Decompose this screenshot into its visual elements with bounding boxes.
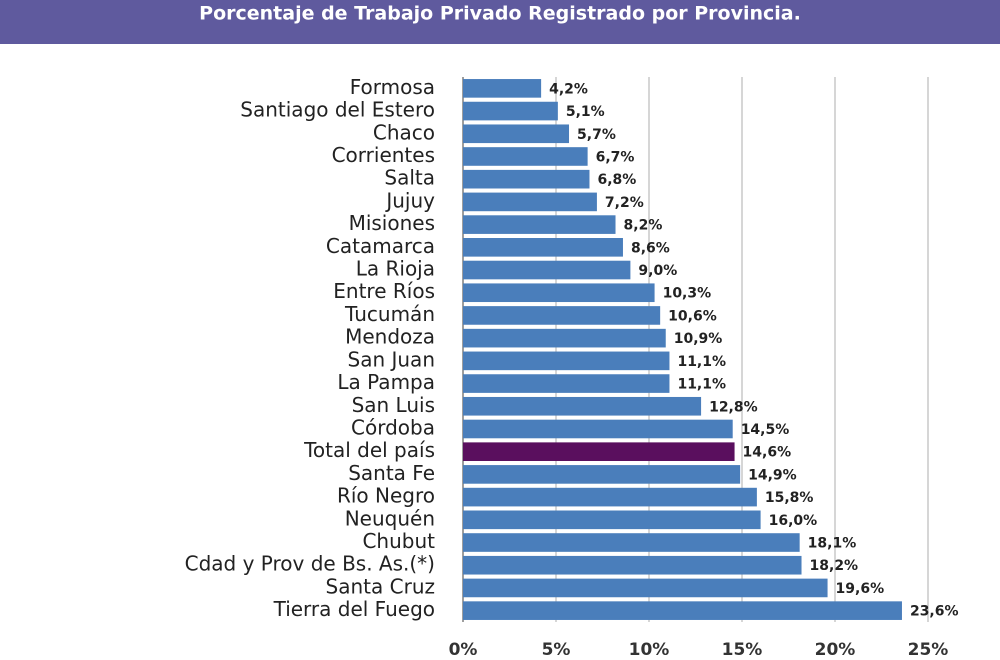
bar bbox=[463, 555, 802, 575]
bar bbox=[463, 283, 655, 303]
y-tick-label: Formosa bbox=[350, 75, 435, 99]
value-label: 12,8% bbox=[709, 399, 758, 415]
y-tick-label: Neuquén bbox=[345, 506, 435, 530]
bar bbox=[463, 465, 741, 484]
x-tick-label: 25% bbox=[908, 640, 949, 660]
x-tick-label: 20% bbox=[815, 640, 856, 660]
y-tick-label: Santa Fe bbox=[348, 461, 435, 485]
value-label: 14,6% bbox=[743, 445, 792, 461]
bar bbox=[463, 533, 800, 552]
value-label: 14,5% bbox=[741, 422, 790, 438]
bar bbox=[463, 601, 902, 620]
bar bbox=[463, 510, 761, 530]
y-tick-label: Misiones bbox=[349, 211, 435, 235]
y-tick-label: Salta bbox=[384, 166, 435, 190]
y-tick-label: Tierra del Fuego bbox=[273, 597, 435, 621]
bar bbox=[463, 351, 670, 371]
bar bbox=[463, 238, 623, 257]
value-label: 23,6% bbox=[910, 604, 959, 620]
y-tick-label: San Juan bbox=[348, 347, 436, 371]
value-label: 8,6% bbox=[631, 240, 670, 256]
y-tick-label: Chaco bbox=[373, 120, 435, 144]
y-tick-label: La Pampa bbox=[337, 370, 435, 394]
bar bbox=[463, 396, 702, 416]
y-tick-label: Tucumán bbox=[344, 302, 435, 326]
value-label: 5,1% bbox=[566, 104, 605, 120]
value-label: 15,8% bbox=[765, 490, 814, 506]
y-tick-label: Entre Ríos bbox=[333, 279, 435, 303]
bar bbox=[463, 374, 670, 393]
y-tick-label: Santiago del Estero bbox=[240, 98, 435, 122]
value-label: 5,7% bbox=[577, 127, 616, 143]
y-tick-label: Total del país bbox=[303, 438, 435, 462]
value-label: 10,6% bbox=[668, 308, 717, 324]
value-label: 9,0% bbox=[638, 263, 677, 279]
value-label: 11,1% bbox=[677, 354, 726, 370]
y-tick-label: Corrientes bbox=[332, 143, 435, 167]
y-tick-label: Córdoba bbox=[351, 415, 435, 439]
bar bbox=[463, 147, 588, 166]
value-label: 6,7% bbox=[596, 149, 635, 165]
x-tick-label: 15% bbox=[722, 640, 763, 660]
y-tick-label: Río Negro bbox=[337, 484, 435, 508]
bar bbox=[463, 419, 733, 439]
bar bbox=[463, 442, 735, 461]
bar bbox=[463, 487, 757, 507]
value-label: 19,6% bbox=[836, 581, 885, 597]
value-label: 4,2% bbox=[549, 81, 588, 97]
chart-title: Porcentaje de Trabajo Privado Registrado… bbox=[199, 3, 801, 25]
y-tick-label: Catamarca bbox=[326, 234, 435, 258]
y-tick-label: Chubut bbox=[362, 529, 435, 553]
value-label: 18,1% bbox=[808, 536, 857, 552]
x-tick-label: 5% bbox=[542, 640, 571, 660]
bar bbox=[463, 306, 661, 325]
value-label: 14,9% bbox=[748, 467, 797, 483]
value-label: 8,2% bbox=[624, 218, 663, 234]
y-tick-label: La Rioja bbox=[356, 257, 435, 281]
y-tick-label: Mendoza bbox=[345, 325, 435, 349]
value-label: 10,9% bbox=[674, 331, 723, 347]
y-tick-label: Jujuy bbox=[384, 188, 435, 212]
bar bbox=[463, 215, 616, 234]
bar bbox=[463, 124, 570, 144]
bar bbox=[463, 101, 558, 121]
bar bbox=[463, 169, 590, 189]
value-label: 7,2% bbox=[605, 195, 644, 211]
value-label: 6,8% bbox=[597, 172, 636, 188]
x-tick-label: 0% bbox=[449, 640, 478, 660]
y-tick-label: San Luis bbox=[352, 393, 435, 417]
value-label: 11,1% bbox=[677, 377, 726, 393]
bar bbox=[463, 328, 666, 348]
bar bbox=[463, 192, 597, 212]
y-tick-label: Santa Cruz bbox=[326, 574, 435, 598]
value-label: 10,3% bbox=[663, 286, 712, 302]
y-tick-label: Cdad y Prov de Bs. As.(*) bbox=[185, 552, 435, 576]
bar bbox=[463, 79, 542, 98]
value-label: 18,2% bbox=[810, 558, 859, 574]
bar bbox=[463, 578, 828, 598]
x-tick-label: 10% bbox=[629, 640, 670, 660]
title-banner bbox=[0, 0, 1000, 44]
value-label: 16,0% bbox=[769, 513, 818, 529]
bar bbox=[463, 260, 631, 280]
